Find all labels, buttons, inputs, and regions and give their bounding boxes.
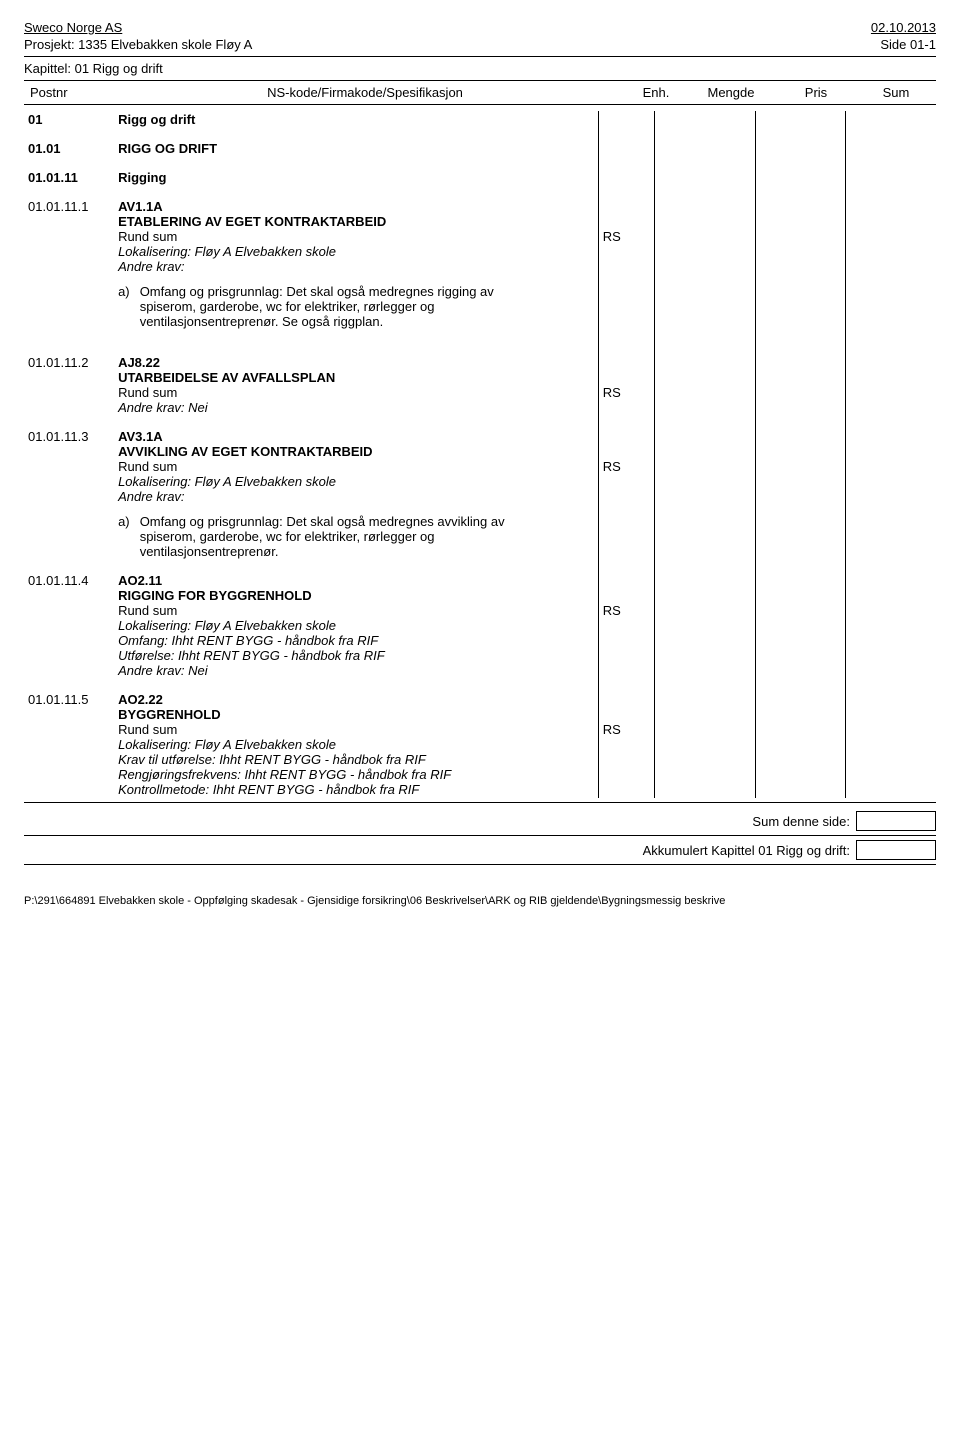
spec-title: Rigg og drift <box>114 111 598 128</box>
sublist: a) Omfang og prisgrunnlag: Det skal også… <box>118 284 594 329</box>
enh: RS <box>603 229 621 244</box>
postnr: 01.01.11.1 <box>24 198 114 330</box>
postnr: 01 <box>24 111 114 128</box>
postnr: 01.01.11.5 <box>24 691 114 798</box>
enh: RS <box>603 603 621 618</box>
col-pris: Pris <box>776 85 856 100</box>
code: AO2.11 <box>118 573 162 588</box>
table-row: 01.01.11.4 AO2.11 RIGGING FOR BYGGRENHOL… <box>24 572 936 679</box>
project-label: Prosjekt: 1335 Elvebakken skole Fløy A <box>24 37 252 52</box>
table-row: 01.01 RIGG OG DRIFT <box>24 140 936 157</box>
sublist: a) Omfang og prisgrunnlag: Det skal også… <box>118 514 594 559</box>
akk-line: Akkumulert Kapittel 01 Rigg og drift: <box>24 843 856 858</box>
spec-title: UTARBEIDELSE AV AVFALLSPLAN <box>118 370 335 385</box>
enh: RS <box>603 459 621 474</box>
table-row: 01.01.11.3 AV3.1A AVVIKLING AV EGET KONT… <box>24 428 936 560</box>
enh: RS <box>603 385 621 400</box>
spec-italic: Lokalisering: Fløy A Elvebakken skole <box>118 618 336 633</box>
company-name: Sweco Norge AS <box>24 20 122 35</box>
code: AV1.1A <box>118 199 163 214</box>
spec-line: Rund sum <box>118 229 177 244</box>
table-row: 01.01.11 Rigging <box>24 169 936 186</box>
spec-italic: Omfang: Ihht RENT BYGG - håndbok fra RIF <box>118 633 378 648</box>
spec-italic: Krav til utførelse: Ihht RENT BYGG - hån… <box>118 752 426 767</box>
spec-italic: Lokalisering: Fløy A Elvebakken skole <box>118 244 336 259</box>
table-row: 01.01.11.5 AO2.22 BYGGRENHOLD Rund sum L… <box>24 691 936 798</box>
spec-line: Rund sum <box>118 385 177 400</box>
spec-italic: Andre krav: Nei <box>118 400 208 415</box>
chapter-label: Kapittel: 01 Rigg og drift <box>24 61 936 76</box>
spec-line: Rund sum <box>118 459 177 474</box>
col-spec: NS-kode/Firmakode/Spesifikasjon <box>104 85 626 100</box>
sublist-text: Omfang og prisgrunnlag: Det skal også me… <box>140 284 530 329</box>
sublist-text: Omfang og prisgrunnlag: Det skal også me… <box>140 514 530 559</box>
postnr: 01.01 <box>24 140 114 157</box>
spec-italic: Andre krav: <box>118 259 184 274</box>
spec-italic: Utførelse: Ihht RENT BYGG - håndbok fra … <box>118 648 385 663</box>
spec-italic: Andre krav: Nei <box>118 663 208 678</box>
sum-box <box>856 811 936 831</box>
postnr: 01.01.11.3 <box>24 428 114 560</box>
postnr: 01.01.11 <box>24 169 114 186</box>
spec-table: 01 Rigg og drift 01.01 RIGG OG DRIFT 01.… <box>24 111 936 798</box>
spec-title: ETABLERING AV EGET KONTRAKTARBEID <box>118 214 386 229</box>
spec-italic: Andre krav: <box>118 489 184 504</box>
code: AO2.22 <box>118 692 163 707</box>
spec-italic: Rengjøringsfrekvens: Ihht RENT BYGG - hå… <box>118 767 451 782</box>
sublist-label: a) <box>118 284 136 299</box>
table-row: 01.01.11.2 AJ8.22 UTARBEIDELSE AV AVFALL… <box>24 354 936 416</box>
code: AJ8.22 <box>118 355 160 370</box>
spec-line: Rund sum <box>118 722 177 737</box>
enh: RS <box>603 722 621 737</box>
footer: Sum denne side: Akkumulert Kapittel 01 R… <box>24 811 936 865</box>
col-postnr: Postnr <box>24 85 104 100</box>
spec-title: Rigging <box>114 169 598 186</box>
spec-italic: Lokalisering: Fløy A Elvebakken skole <box>118 474 336 489</box>
spec-title: AVVIKLING AV EGET KONTRAKTARBEID <box>118 444 372 459</box>
sum-denne-side: Sum denne side: <box>24 814 856 829</box>
spec-title: RIGG OG DRIFT <box>114 140 598 157</box>
spec-title: BYGGRENHOLD <box>118 707 221 722</box>
sublist-label: a) <box>118 514 136 529</box>
col-mengde: Mengde <box>686 85 776 100</box>
spec-italic: Lokalisering: Fløy A Elvebakken skole <box>118 737 336 752</box>
doc-date: 02.10.2013 <box>871 20 936 35</box>
spec-line: Rund sum <box>118 603 177 618</box>
table-row: 01 Rigg og drift <box>24 111 936 128</box>
col-enh: Enh. <box>626 85 686 100</box>
page-side: Side 01-1 <box>880 37 936 52</box>
file-path: P:\291\664891 Elvebakken skole - Oppfølg… <box>24 895 936 907</box>
grid-header: Postnr NS-kode/Firmakode/Spesifikasjon E… <box>24 85 936 100</box>
spec-title: RIGGING FOR BYGGRENHOLD <box>118 588 312 603</box>
akk-box <box>856 840 936 860</box>
spec-italic: Kontrollmetode: Ihht RENT BYGG - håndbok… <box>118 782 419 797</box>
col-sum: Sum <box>856 85 936 100</box>
postnr: 01.01.11.2 <box>24 354 114 416</box>
table-row: 01.01.11.1 AV1.1A ETABLERING AV EGET KON… <box>24 198 936 330</box>
code: AV3.1A <box>118 429 163 444</box>
postnr: 01.01.11.4 <box>24 572 114 679</box>
